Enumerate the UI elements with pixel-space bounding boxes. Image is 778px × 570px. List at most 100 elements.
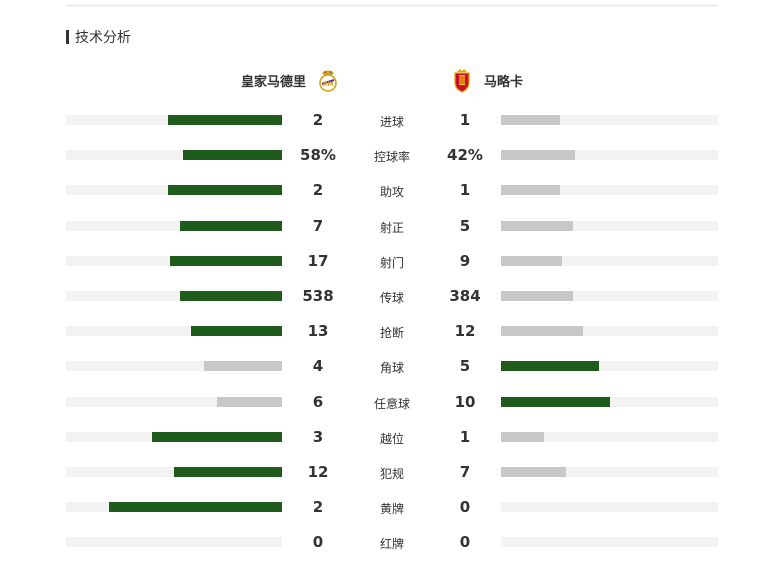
away-bar-fill bbox=[501, 185, 560, 196]
home-bar-track bbox=[66, 396, 282, 407]
home-value: 58% bbox=[300, 146, 336, 165]
away-value: 42% bbox=[447, 146, 483, 165]
home-value: 2 bbox=[312, 111, 324, 129]
home-value: 3 bbox=[312, 427, 324, 446]
home-bar-track bbox=[66, 115, 282, 125]
section-marker bbox=[66, 30, 69, 44]
stat-row: 13 抢断 12 bbox=[0, 314, 778, 349]
away-team-header: 马略卡 bbox=[450, 66, 533, 94]
real-madrid-crest-icon: RM bbox=[319, 70, 337, 92]
home-bar-track bbox=[66, 467, 282, 477]
stat-label: 角球 bbox=[379, 361, 404, 376]
stat-label: 越位 bbox=[379, 431, 404, 446]
home-bar-track bbox=[66, 537, 282, 548]
home-bar-track bbox=[66, 431, 282, 442]
away-bar-track bbox=[501, 537, 718, 548]
home-value: 13 bbox=[307, 322, 329, 341]
section-header: 技术分析 bbox=[66, 28, 131, 46]
home-bar-track bbox=[66, 291, 282, 301]
stat-row: 3 越位 1 bbox=[0, 420, 778, 455]
away-bar-fill bbox=[501, 467, 567, 477]
mallorca-crest-icon bbox=[454, 69, 470, 93]
stat-row: 12 犯规 7 bbox=[0, 455, 778, 490]
stat-row: 17 射门 9 bbox=[0, 244, 778, 279]
away-bar-track bbox=[501, 431, 718, 442]
away-value: 0 bbox=[459, 498, 471, 517]
home-value: 12 bbox=[307, 463, 329, 481]
home-bar-track bbox=[66, 255, 282, 266]
away-bar-fill bbox=[501, 291, 573, 301]
home-bar-track bbox=[66, 502, 282, 513]
home-value: 538 bbox=[302, 287, 334, 305]
away-value: 7 bbox=[459, 463, 471, 481]
stat-label: 任意球 bbox=[373, 396, 410, 411]
home-bar-track bbox=[66, 185, 282, 196]
away-bar-fill bbox=[501, 326, 584, 337]
away-bar-fill bbox=[501, 150, 575, 161]
away-value: 10 bbox=[454, 392, 476, 411]
home-bar-fill bbox=[174, 467, 282, 477]
stat-label: 助攻 bbox=[379, 185, 404, 200]
home-value: 0 bbox=[312, 533, 324, 552]
home-value: 7 bbox=[312, 216, 324, 235]
stat-row: 58% 控球率 42% bbox=[0, 138, 778, 173]
away-bar-track bbox=[501, 255, 718, 266]
away-value: 0 bbox=[459, 533, 471, 552]
stat-row: 538 传球 384 bbox=[0, 279, 778, 314]
away-bar-fill bbox=[501, 255, 562, 266]
stat-label: 犯规 bbox=[379, 467, 404, 481]
svg-text:RM: RM bbox=[323, 81, 334, 88]
home-value: 6 bbox=[312, 392, 324, 411]
away-bar-track bbox=[501, 326, 718, 337]
away-bar-fill bbox=[501, 431, 545, 442]
away-value: 9 bbox=[459, 251, 471, 270]
home-bar-fill bbox=[167, 115, 282, 125]
stat-label: 抢断 bbox=[379, 326, 404, 341]
stat-label: 黄牌 bbox=[379, 502, 404, 517]
away-bar-track bbox=[501, 361, 718, 372]
home-bar-fill bbox=[167, 185, 282, 196]
home-value: 17 bbox=[307, 251, 329, 270]
away-team-name: 马略卡 bbox=[484, 74, 524, 90]
away-value: 1 bbox=[459, 181, 471, 200]
away-bar-track bbox=[501, 396, 718, 407]
away-bar-fill bbox=[501, 396, 610, 407]
home-team-header: 皇家马德里 RM bbox=[231, 66, 340, 94]
away-bar-track bbox=[501, 185, 718, 196]
away-value: 5 bbox=[459, 216, 471, 235]
home-bar-fill bbox=[180, 291, 282, 301]
home-value: 2 bbox=[312, 181, 324, 200]
home-bar-fill bbox=[109, 502, 282, 513]
home-bar-fill bbox=[180, 220, 282, 231]
home-value: 2 bbox=[312, 498, 324, 517]
away-value: 5 bbox=[459, 357, 471, 376]
away-bar-track bbox=[501, 467, 718, 477]
away-bar-track bbox=[501, 291, 718, 301]
away-bar-track bbox=[501, 150, 718, 161]
home-bar-track bbox=[66, 150, 282, 161]
stat-row: 4 角球 5 bbox=[0, 349, 778, 384]
stat-label: 射门 bbox=[379, 255, 404, 270]
stat-label: 射正 bbox=[379, 220, 404, 235]
stat-row: 2 黄牌 0 bbox=[0, 490, 778, 525]
stat-label: 红牌 bbox=[379, 537, 404, 552]
away-bar-track bbox=[501, 502, 718, 513]
home-team-name: 皇家马德里 bbox=[240, 74, 306, 90]
home-bar-fill bbox=[217, 396, 282, 407]
stat-row: 2 进球 1 bbox=[0, 103, 778, 138]
home-bar-fill bbox=[152, 431, 282, 442]
stat-row: 0 红牌 0 bbox=[0, 525, 778, 560]
stat-row: 7 射正 5 bbox=[0, 209, 778, 244]
away-value: 12 bbox=[454, 322, 476, 341]
home-bar-fill bbox=[204, 361, 282, 372]
home-bar-track bbox=[66, 326, 282, 337]
away-value: 1 bbox=[459, 427, 471, 446]
stat-row: 6 任意球 10 bbox=[0, 385, 778, 420]
away-bar-track bbox=[501, 115, 718, 125]
stat-label: 进球 bbox=[379, 115, 404, 129]
away-value: 384 bbox=[449, 287, 481, 305]
stat-row: 2 助攻 1 bbox=[0, 173, 778, 208]
home-bar-fill bbox=[169, 255, 282, 266]
away-bar-track bbox=[501, 220, 718, 231]
home-bar-track bbox=[66, 361, 282, 372]
